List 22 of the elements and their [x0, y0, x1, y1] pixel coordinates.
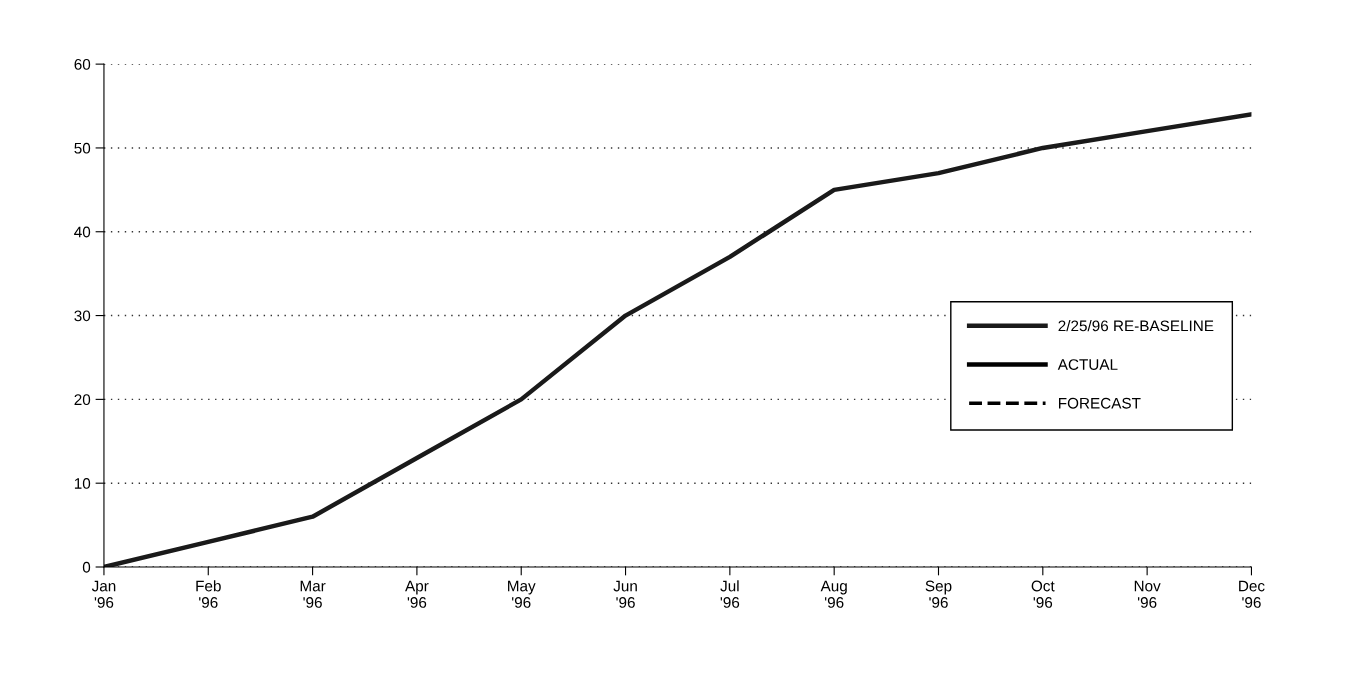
x-tick-label: Apr '96 [405, 580, 429, 608]
y-tick-label: 30 [74, 310, 91, 322]
x-tick-label: Aug '96 [820, 580, 847, 608]
x-tick-label: Nov '96 [1134, 580, 1161, 608]
x-tick-label: Sep '96 [925, 580, 952, 608]
y-tick-label: 50 [74, 142, 91, 154]
x-tick-label: Jan '96 [91, 580, 116, 608]
legend-label: FORECAST [1059, 397, 1141, 409]
y-tick-label: 40 [74, 226, 91, 238]
x-tick-label: Dec '96 [1239, 580, 1265, 608]
x-tick-label: Oct '96 [1031, 580, 1055, 608]
y-tick-label: 0 [82, 561, 91, 573]
x-tick-label: Mar '96 [300, 580, 326, 608]
legend-label: ACTUAL [1057, 359, 1118, 370]
y-tick-label: 10 [74, 478, 91, 489]
x-tick-label: Jul '96 [720, 580, 740, 608]
legend-label: 2/25/96 RE-BASELINE [1058, 320, 1214, 332]
x-tick-label: May '96 [508, 580, 536, 608]
y-tick-label: 60 [74, 58, 91, 70]
y-tick-label: 20 [74, 394, 91, 406]
x-tick-label: Feb '96 [196, 580, 221, 608]
x-tick-label: Jun '96 [613, 580, 637, 608]
